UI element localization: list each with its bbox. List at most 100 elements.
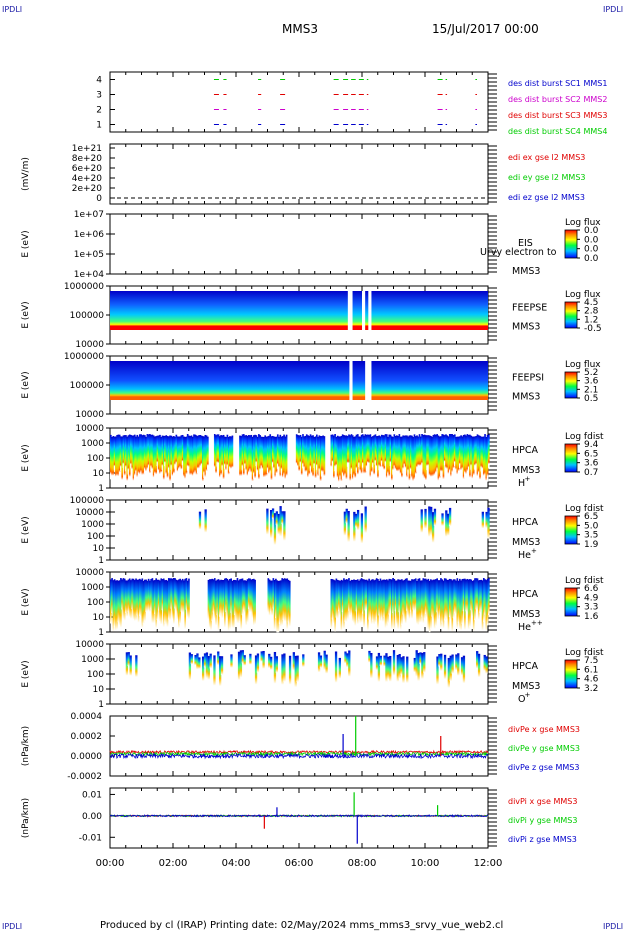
spectrogram-column — [217, 434, 220, 468]
spectrogram-column — [295, 434, 298, 468]
spectrogram-column — [404, 578, 407, 624]
spectrogram-column — [221, 579, 224, 619]
spectrogram-column — [178, 579, 180, 629]
date-title: 15/Jul/2017 00:00 — [432, 22, 539, 36]
spectrogram-column — [422, 578, 425, 624]
colorbar-tick-label: 3.6 — [584, 377, 599, 387]
spectrogram-column — [414, 436, 417, 480]
spectrogram-column — [174, 436, 176, 469]
spectrogram-column — [403, 579, 406, 620]
y-tick-label: 4e+20 — [72, 174, 103, 184]
spectrogram-column — [485, 511, 488, 528]
spectrogram-column — [334, 434, 336, 472]
spectrogram-column — [477, 435, 480, 478]
spectrogram-column — [353, 511, 356, 542]
spectrogram-column — [174, 578, 176, 609]
spectrogram-column — [364, 579, 367, 611]
spectrogram-column — [344, 435, 347, 481]
spectrogram-column — [485, 580, 488, 631]
spectrogram-column — [198, 657, 201, 669]
spectrogram-column — [161, 579, 164, 611]
spectrogram-column — [445, 578, 447, 618]
spectrogram-column — [370, 653, 373, 679]
spectrogram-column — [283, 434, 285, 481]
spectrogram-column — [190, 654, 193, 665]
spectrogram-column — [383, 655, 386, 667]
spectrogram-column — [396, 580, 398, 625]
spectrogram-column — [147, 434, 150, 470]
spectrogram-column — [401, 436, 403, 484]
spectrogram-column — [146, 434, 149, 474]
spectrogram-column — [273, 651, 277, 684]
spectrogram-column — [368, 650, 371, 663]
spectrogram-column — [387, 436, 389, 479]
spectrogram-band — [110, 291, 488, 330]
spectrogram-column — [277, 580, 280, 633]
spectrogram-column — [413, 657, 416, 673]
spectrogram-column — [310, 435, 313, 479]
y-tick-label: 1000000 — [64, 352, 104, 362]
spectrogram-column — [375, 436, 378, 471]
y-tick-label: 4 — [96, 76, 102, 86]
spectrogram-column — [126, 580, 129, 617]
colorbar-tick-label: 0.0 — [584, 254, 599, 264]
spectrogram-column — [150, 578, 152, 610]
spectrogram-column — [279, 434, 282, 483]
colorbar-tick-label: 3.5 — [584, 531, 598, 541]
spectrogram-column — [129, 655, 132, 676]
spectrogram-column — [398, 434, 401, 476]
spectrogram-column — [154, 436, 156, 479]
spectrogram-column — [173, 578, 175, 625]
spectrogram-column — [367, 434, 369, 467]
spectrogram-column — [486, 434, 489, 482]
spectrogram-column — [472, 580, 475, 632]
spectrogram-column — [368, 578, 370, 620]
spectrogram-column — [308, 435, 311, 480]
y-tick-label: 10000 — [75, 568, 104, 578]
spectrogram-column — [140, 434, 142, 478]
spectrogram-column — [360, 434, 363, 480]
spectrogram-column — [340, 579, 343, 631]
spectrogram-column — [480, 436, 483, 472]
spectrogram-column — [441, 579, 444, 623]
spectrogram-column — [303, 436, 306, 472]
spectrogram-column — [261, 436, 264, 474]
spectrogram-column — [479, 435, 481, 486]
spectrogram-band — [110, 361, 488, 400]
spectrogram-column — [166, 436, 169, 484]
spectrogram-column — [319, 436, 322, 488]
spectrogram-column — [179, 436, 181, 472]
spectrogram-column — [179, 578, 181, 624]
spectrogram-column — [127, 652, 130, 667]
spectrogram-column — [353, 579, 355, 624]
instrument-label: FEEPSE — [512, 302, 547, 313]
spectrogram-column — [437, 580, 440, 620]
y-tick-label: 1 — [98, 700, 104, 710]
spectrogram-column — [432, 434, 435, 482]
spectrogram-column — [431, 436, 433, 483]
spectrogram-column — [375, 578, 378, 619]
y-tick-label: 10 — [93, 469, 105, 479]
spectrogram-column — [279, 506, 282, 537]
spectrogram-column — [122, 435, 125, 468]
y-tick-label: -0.01 — [79, 833, 102, 843]
spectrogram-column — [207, 436, 209, 470]
y-tick-label: 1e+05 — [74, 250, 104, 260]
spectrogram-column — [275, 656, 278, 673]
spectrogram-column — [297, 435, 299, 471]
spectrogram-column — [419, 652, 422, 664]
y-tick-label: 1e+21 — [72, 144, 102, 154]
spectrogram-column — [449, 655, 452, 682]
spectrogram-column — [369, 580, 372, 618]
y-axis-label: E (eV) — [21, 371, 31, 398]
spectrogram-column — [338, 657, 341, 679]
spectrogram-column — [380, 434, 383, 466]
spectrogram-column — [125, 652, 129, 676]
y-tick-label: 10000 — [75, 340, 104, 350]
spectrogram-column — [426, 579, 428, 618]
spectrogram-column — [409, 435, 412, 474]
spectrogram-column — [365, 579, 368, 610]
spectrogram-column — [249, 578, 251, 613]
spectrogram-column — [155, 578, 158, 629]
